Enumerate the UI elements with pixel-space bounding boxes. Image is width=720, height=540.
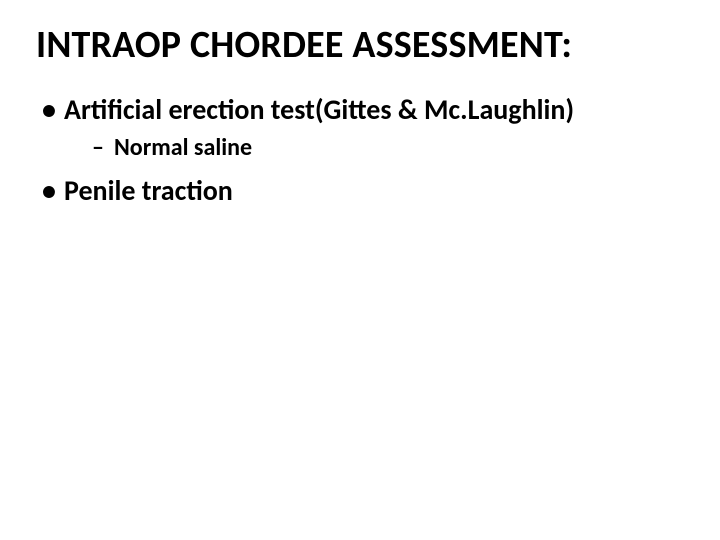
slide: INTRAOP CHORDEE ASSESSMENT: Artificial e…	[0, 0, 720, 540]
bullet-list-level-1: Artificial erection test(Gittes & Mc.Lau…	[36, 92, 684, 208]
bullet-item-1-sub-1: Normal saline	[92, 133, 684, 163]
bullet-item-1-text: Artificial erection test(Gittes & Mc.Lau…	[64, 92, 574, 127]
bullet-item-1: Artificial erection test(Gittes & Mc.Lau…	[36, 92, 684, 163]
bullet-list-level-2: Normal saline	[64, 133, 684, 163]
slide-title: INTRAOP CHORDEE ASSESSMENT:	[36, 24, 684, 68]
bullet-item-2-text: Penile traction	[64, 173, 233, 208]
bullet-item-2: Penile traction	[36, 173, 684, 208]
bullet-item-1-sub-1-text: Normal saline	[114, 133, 252, 162]
